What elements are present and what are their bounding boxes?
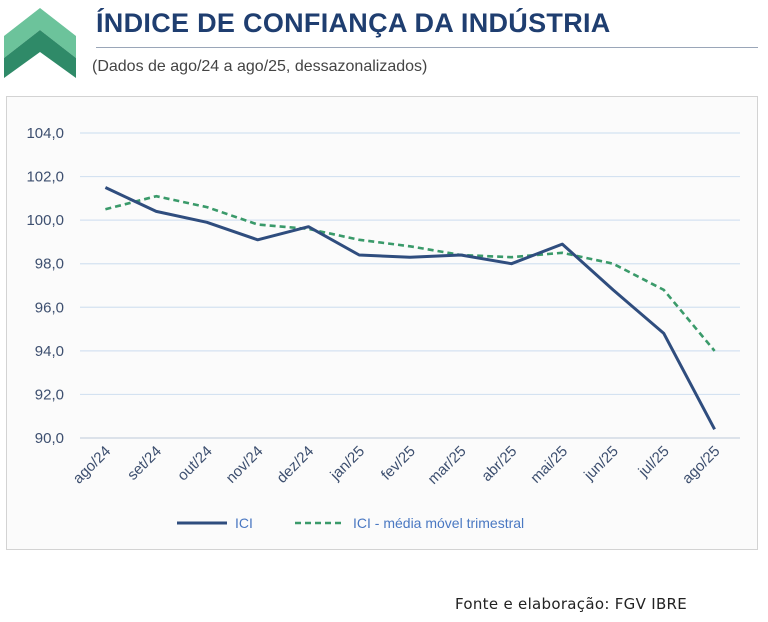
page-subtitle: (Dados de ago/24 a ago/25, dessazonaliza…	[92, 58, 428, 75]
y-tick-label: 104,0	[26, 125, 64, 142]
chart-panel: 90,0 92,0 94,0 96,0 98,0 100,0 102,0 104,0 ago/…	[6, 96, 758, 550]
gridlines	[80, 132, 740, 439]
line-chart: 90,0 92,0 94,0 96,0 98,0 100,0 102,0 104,0 ago/…	[26, 125, 740, 531]
legend-label: ICI	[235, 515, 253, 531]
y-axis: 90,0 92,0 94,0 96,0 98,0 100,0 102,0 104,0	[26, 125, 64, 447]
x-tick-label: dez/24	[273, 443, 317, 487]
logo-chevron-icon	[4, 8, 76, 78]
y-tick-label: 96,0	[35, 299, 64, 316]
y-tick-label: 92,0	[35, 386, 64, 403]
x-tick-label: out/24	[174, 443, 216, 485]
y-tick-label: 98,0	[35, 256, 64, 273]
page-title: ÍNDICE DE CONFIANÇA DA INDÚSTRIA	[96, 8, 611, 38]
series-group	[104, 186, 716, 431]
series-moving-average-line	[105, 194, 716, 352]
legend-label: ICI - média móvel trimestral	[353, 515, 524, 531]
x-axis: ago/24 set/24 out/24 nov/24 dez/24 jan/25 fev/…	[70, 443, 724, 488]
title-divider	[96, 47, 758, 48]
x-tick-label: ago/24	[70, 443, 114, 487]
y-tick-label: 100,0	[26, 212, 64, 229]
y-tick-label: 102,0	[26, 169, 64, 186]
legend: ICI ICI - média móvel trimestral	[177, 515, 524, 531]
x-tick-label: ago/25	[679, 443, 723, 487]
x-tick-label: fev/25	[378, 443, 419, 484]
x-tick-label: nov/24	[223, 443, 267, 487]
y-tick-label: 90,0	[35, 430, 64, 447]
x-tick-label: mar/25	[425, 443, 470, 488]
source-note: Fonte e elaboração: FGV IBRE	[455, 595, 688, 613]
x-tick-label: jan/25	[326, 443, 368, 485]
x-tick-label: abr/25	[478, 443, 520, 485]
x-tick-label: set/24	[124, 443, 165, 484]
x-tick-label: mai/25	[527, 443, 571, 487]
x-tick-label: jul/25	[635, 443, 673, 481]
x-tick-label: jun/25	[580, 443, 622, 485]
y-tick-label: 94,0	[35, 343, 64, 360]
series-ici-line	[104, 186, 716, 431]
